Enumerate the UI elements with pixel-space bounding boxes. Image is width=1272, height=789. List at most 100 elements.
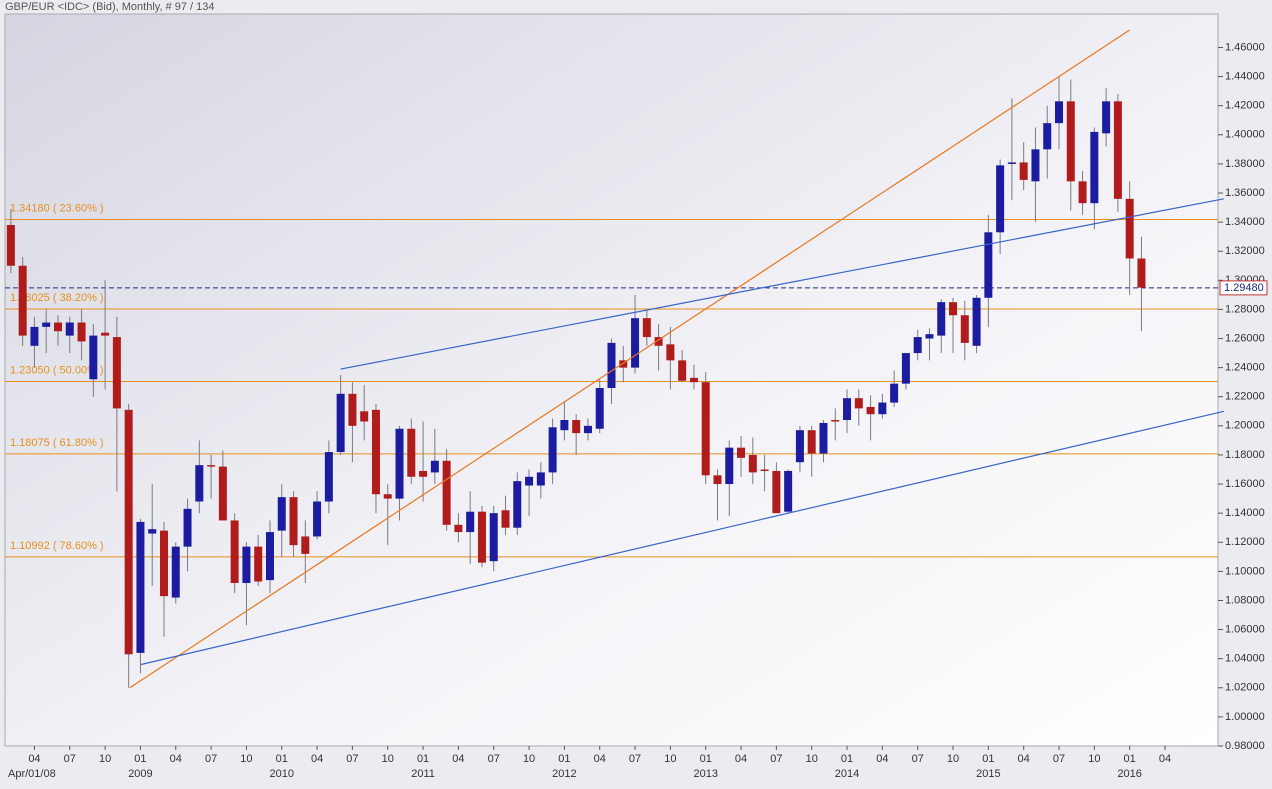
candle-body bbox=[949, 302, 958, 316]
x-year-label: 2012 bbox=[552, 768, 576, 780]
candle-body bbox=[866, 406, 875, 415]
x-tick-label: 10 bbox=[806, 753, 818, 765]
candle-body bbox=[30, 326, 39, 346]
candle-body bbox=[843, 398, 852, 421]
x-tick-label: 04 bbox=[1018, 753, 1030, 765]
y-tick-label: 0.98000 bbox=[1225, 740, 1265, 752]
chart-title: GBP/EUR <IDC> (Bid), Monthly, # 97 / 134 bbox=[5, 1, 215, 13]
x-tick-label: 07 bbox=[205, 753, 217, 765]
x-tick-label: 01 bbox=[700, 753, 712, 765]
candle-body bbox=[324, 452, 333, 502]
candle-body bbox=[89, 335, 98, 380]
y-tick-label: 1.22000 bbox=[1225, 391, 1265, 403]
x-tick-label: 10 bbox=[240, 753, 252, 765]
candle-body bbox=[501, 510, 510, 528]
x-tick-label: 10 bbox=[382, 753, 394, 765]
y-tick-label: 1.24000 bbox=[1225, 362, 1265, 374]
y-tick-label: 1.26000 bbox=[1225, 332, 1265, 344]
x-tick-label: 07 bbox=[346, 753, 358, 765]
x-tick-label: 10 bbox=[664, 753, 676, 765]
candle-body bbox=[1019, 162, 1028, 180]
candle-body bbox=[890, 383, 899, 403]
candle-body bbox=[807, 430, 816, 454]
candle-body bbox=[925, 334, 934, 339]
x-tick-label: 10 bbox=[947, 753, 959, 765]
candle-body bbox=[183, 508, 192, 547]
candle-body bbox=[689, 377, 698, 383]
trend-line bbox=[129, 29, 1131, 689]
candle-body bbox=[678, 360, 687, 381]
level-label: 1.10992 ( 78.60% ) bbox=[10, 540, 104, 552]
x-tick-label: 01 bbox=[982, 753, 994, 765]
x-tick-label: 01 bbox=[134, 753, 146, 765]
x-tick-label: 07 bbox=[912, 753, 924, 765]
x-tick-label: 04 bbox=[170, 753, 182, 765]
candle-body bbox=[65, 322, 74, 336]
candle-body bbox=[725, 447, 734, 485]
candle-body bbox=[996, 165, 1005, 233]
x-year-label: 2014 bbox=[835, 768, 859, 780]
candle-body bbox=[289, 497, 298, 546]
candle-body bbox=[1055, 101, 1064, 124]
candle-body bbox=[371, 409, 380, 495]
y-tick-label: 1.10000 bbox=[1225, 565, 1265, 577]
candle-body bbox=[254, 546, 263, 582]
candle-body bbox=[136, 521, 145, 653]
candle-body bbox=[972, 297, 981, 346]
x-tick-label: 04 bbox=[735, 753, 747, 765]
candle-body bbox=[819, 422, 828, 454]
candle-body bbox=[148, 529, 157, 534]
candle-body bbox=[101, 332, 110, 336]
candle-body bbox=[159, 530, 168, 597]
y-tick-label: 1.16000 bbox=[1225, 478, 1265, 490]
candle-body bbox=[607, 342, 616, 389]
x-year-label: 2013 bbox=[693, 768, 717, 780]
candle-body bbox=[53, 322, 62, 332]
x-tick-label: 07 bbox=[64, 753, 76, 765]
trend-line bbox=[340, 198, 1225, 370]
candle-body bbox=[560, 420, 569, 431]
candle-body bbox=[1031, 149, 1040, 182]
candle-body bbox=[360, 411, 369, 422]
candle-body bbox=[525, 476, 534, 486]
last-price-label: 1.29480 bbox=[1224, 282, 1264, 294]
y-tick-label: 1.32000 bbox=[1225, 245, 1265, 257]
x-tick-label: 01 bbox=[1124, 753, 1136, 765]
x-year-label: 2016 bbox=[1117, 768, 1141, 780]
x-year-label: 2010 bbox=[270, 768, 294, 780]
x-tick-label: 01 bbox=[558, 753, 570, 765]
candle-body bbox=[42, 322, 51, 327]
x-tick-label: 04 bbox=[452, 753, 464, 765]
y-tick-label: 1.00000 bbox=[1225, 711, 1265, 723]
x-tick-label: 07 bbox=[1053, 753, 1065, 765]
candle-body bbox=[1137, 258, 1146, 288]
candle-body bbox=[795, 430, 804, 463]
candle-body bbox=[536, 472, 545, 486]
candle-body bbox=[442, 460, 451, 525]
x-tick-label: 10 bbox=[99, 753, 111, 765]
candle-body bbox=[407, 428, 416, 477]
y-tick-label: 1.28000 bbox=[1225, 303, 1265, 315]
x-year-label: Apr/01/08 bbox=[8, 768, 56, 780]
candle-body bbox=[642, 318, 651, 338]
candle-body bbox=[748, 454, 757, 473]
candle-body bbox=[1090, 131, 1099, 204]
x-tick-label: 04 bbox=[311, 753, 323, 765]
candle-body bbox=[395, 428, 404, 499]
candle-body bbox=[171, 546, 180, 598]
candle-body bbox=[1113, 101, 1122, 199]
candle-body bbox=[913, 337, 922, 354]
x-tick-label: 07 bbox=[629, 753, 641, 765]
x-tick-label: 10 bbox=[523, 753, 535, 765]
candle-body bbox=[18, 265, 27, 336]
candle-body bbox=[265, 532, 274, 581]
candle-body bbox=[960, 315, 969, 343]
candle-body bbox=[383, 494, 392, 499]
candle-body bbox=[713, 475, 722, 485]
candle-body bbox=[1125, 198, 1134, 259]
candle-body bbox=[631, 318, 640, 368]
candle-body bbox=[277, 497, 286, 531]
y-tick-label: 1.42000 bbox=[1225, 100, 1265, 112]
candle-body bbox=[666, 344, 675, 361]
level-label: 1.28025 ( 38.20% ) bbox=[10, 292, 104, 304]
